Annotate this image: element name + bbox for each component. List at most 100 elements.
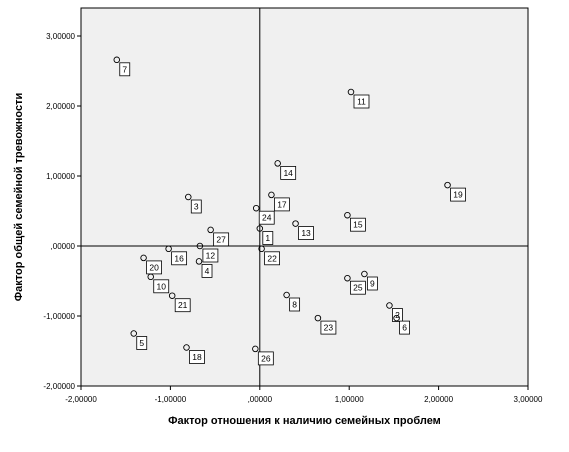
- point-marker: [344, 274, 351, 282]
- data-point: 9: [361, 270, 378, 291]
- data-point: 5: [130, 330, 148, 350]
- point-marker: [256, 225, 264, 232]
- data-point: 20: [140, 254, 162, 275]
- point-marker: [185, 193, 192, 201]
- point-label: 4: [205, 266, 210, 276]
- y-tick-label: 2,00000: [46, 102, 75, 111]
- y-tick-label: 1,00000: [46, 172, 75, 181]
- data-point: 12: [196, 242, 219, 263]
- point-label-box: [136, 336, 148, 350]
- point-label: 2: [395, 310, 400, 320]
- point-label: 25: [353, 283, 363, 293]
- data-point: 1: [256, 225, 274, 245]
- point-label: 20: [149, 262, 159, 272]
- x-tick-label: 3,00000: [514, 395, 543, 404]
- y-tick-label: 3,00000: [46, 32, 75, 41]
- point-marker: [283, 291, 290, 299]
- point-label-box: [190, 199, 202, 214]
- point-label-box: [153, 279, 170, 294]
- point-label: 6: [402, 323, 407, 333]
- data-point: 19: [444, 181, 466, 202]
- data-point: 25: [344, 274, 366, 295]
- x-tick-label: -1,00000: [155, 395, 187, 404]
- point-marker: [268, 191, 275, 199]
- point-marker: [361, 270, 368, 278]
- point-marker: [252, 345, 259, 353]
- point-label-box: [201, 263, 213, 278]
- x-tick-label: ,00000: [248, 395, 273, 404]
- point-label: 10: [156, 281, 166, 291]
- point-label: 7: [122, 64, 127, 74]
- point-label: 22: [267, 253, 277, 263]
- data-point: 18: [183, 344, 205, 364]
- data-point: 6: [393, 314, 410, 335]
- data-point: 13: [292, 220, 314, 241]
- data-point: 10: [147, 273, 170, 294]
- data-point: 17: [268, 191, 290, 212]
- point-marker: [344, 211, 351, 219]
- x-tick-label: 1,00000: [335, 395, 364, 404]
- point-label: 27: [216, 234, 226, 244]
- point-label: 12: [206, 251, 216, 261]
- point-label-box: [146, 260, 162, 275]
- data-point: 21: [168, 292, 191, 313]
- point-label: 5: [139, 338, 144, 348]
- data-point: 22: [258, 245, 280, 266]
- point-label-box: [264, 251, 280, 266]
- point-label: 9: [370, 279, 375, 289]
- y-tick-label: ,00000: [51, 242, 76, 251]
- point-label-box: [262, 231, 274, 245]
- point-marker: [183, 344, 190, 351]
- point-marker: [274, 160, 281, 167]
- point-marker: [196, 242, 204, 250]
- data-point: 24: [252, 204, 275, 225]
- point-label-box: [202, 248, 219, 263]
- point-label-box: [289, 297, 301, 312]
- point-label-box: [174, 298, 191, 313]
- point-marker: [130, 330, 137, 337]
- point-label: 18: [192, 352, 202, 362]
- data-point: 4: [195, 258, 213, 278]
- point-label: 16: [174, 253, 184, 263]
- point-label-box: [257, 351, 274, 366]
- point-marker: [347, 88, 355, 96]
- point-label-box: [280, 165, 297, 180]
- data-point: 7: [113, 56, 131, 77]
- point-label: 19: [453, 190, 463, 200]
- y-tick-label: -1,00000: [43, 312, 75, 321]
- y-axis: -2,00000 -1,00000 ,00000 1,00000 2,00000 3,00…: [43, 32, 81, 391]
- x-tick-label: -2,00000: [65, 395, 97, 404]
- point-label-box: [450, 187, 466, 202]
- y-tick-label: -2,00000: [43, 382, 75, 391]
- point-label: 1: [265, 233, 270, 243]
- point-label-box: [171, 251, 188, 266]
- point-label-box: [213, 232, 230, 247]
- data-point: 27: [207, 226, 230, 247]
- point-label: 13: [301, 228, 311, 238]
- point-marker: [165, 245, 172, 253]
- point-marker: [252, 204, 260, 212]
- point-label: 21: [178, 300, 188, 310]
- point-label-box: [189, 350, 205, 364]
- point-label: 17: [277, 199, 287, 209]
- data-point: 23: [314, 314, 337, 335]
- point-label: 11: [357, 97, 366, 107]
- point-marker: [393, 314, 400, 322]
- x-tick-label: 2,00000: [424, 395, 453, 404]
- point-label-box: [350, 280, 366, 295]
- point-marker: [444, 181, 451, 189]
- point-label-box: [274, 197, 290, 212]
- data-point: 14: [274, 160, 297, 180]
- data-point: 26: [252, 345, 274, 366]
- point-label-box: [353, 94, 370, 109]
- point-label-box: [350, 217, 366, 232]
- point-label-box: [399, 320, 410, 335]
- point-marker: [195, 258, 203, 265]
- x-axis-title: Фактор отношения к наличию семейных проб…: [168, 415, 441, 427]
- point-label: 3: [194, 202, 199, 212]
- x-axis: -2,00000 -1,00000 ,00000 1,00000 2,00000 3,00…: [65, 386, 543, 404]
- point-marker: [292, 220, 299, 227]
- point-label: 23: [324, 323, 334, 333]
- point-label-box: [119, 62, 131, 77]
